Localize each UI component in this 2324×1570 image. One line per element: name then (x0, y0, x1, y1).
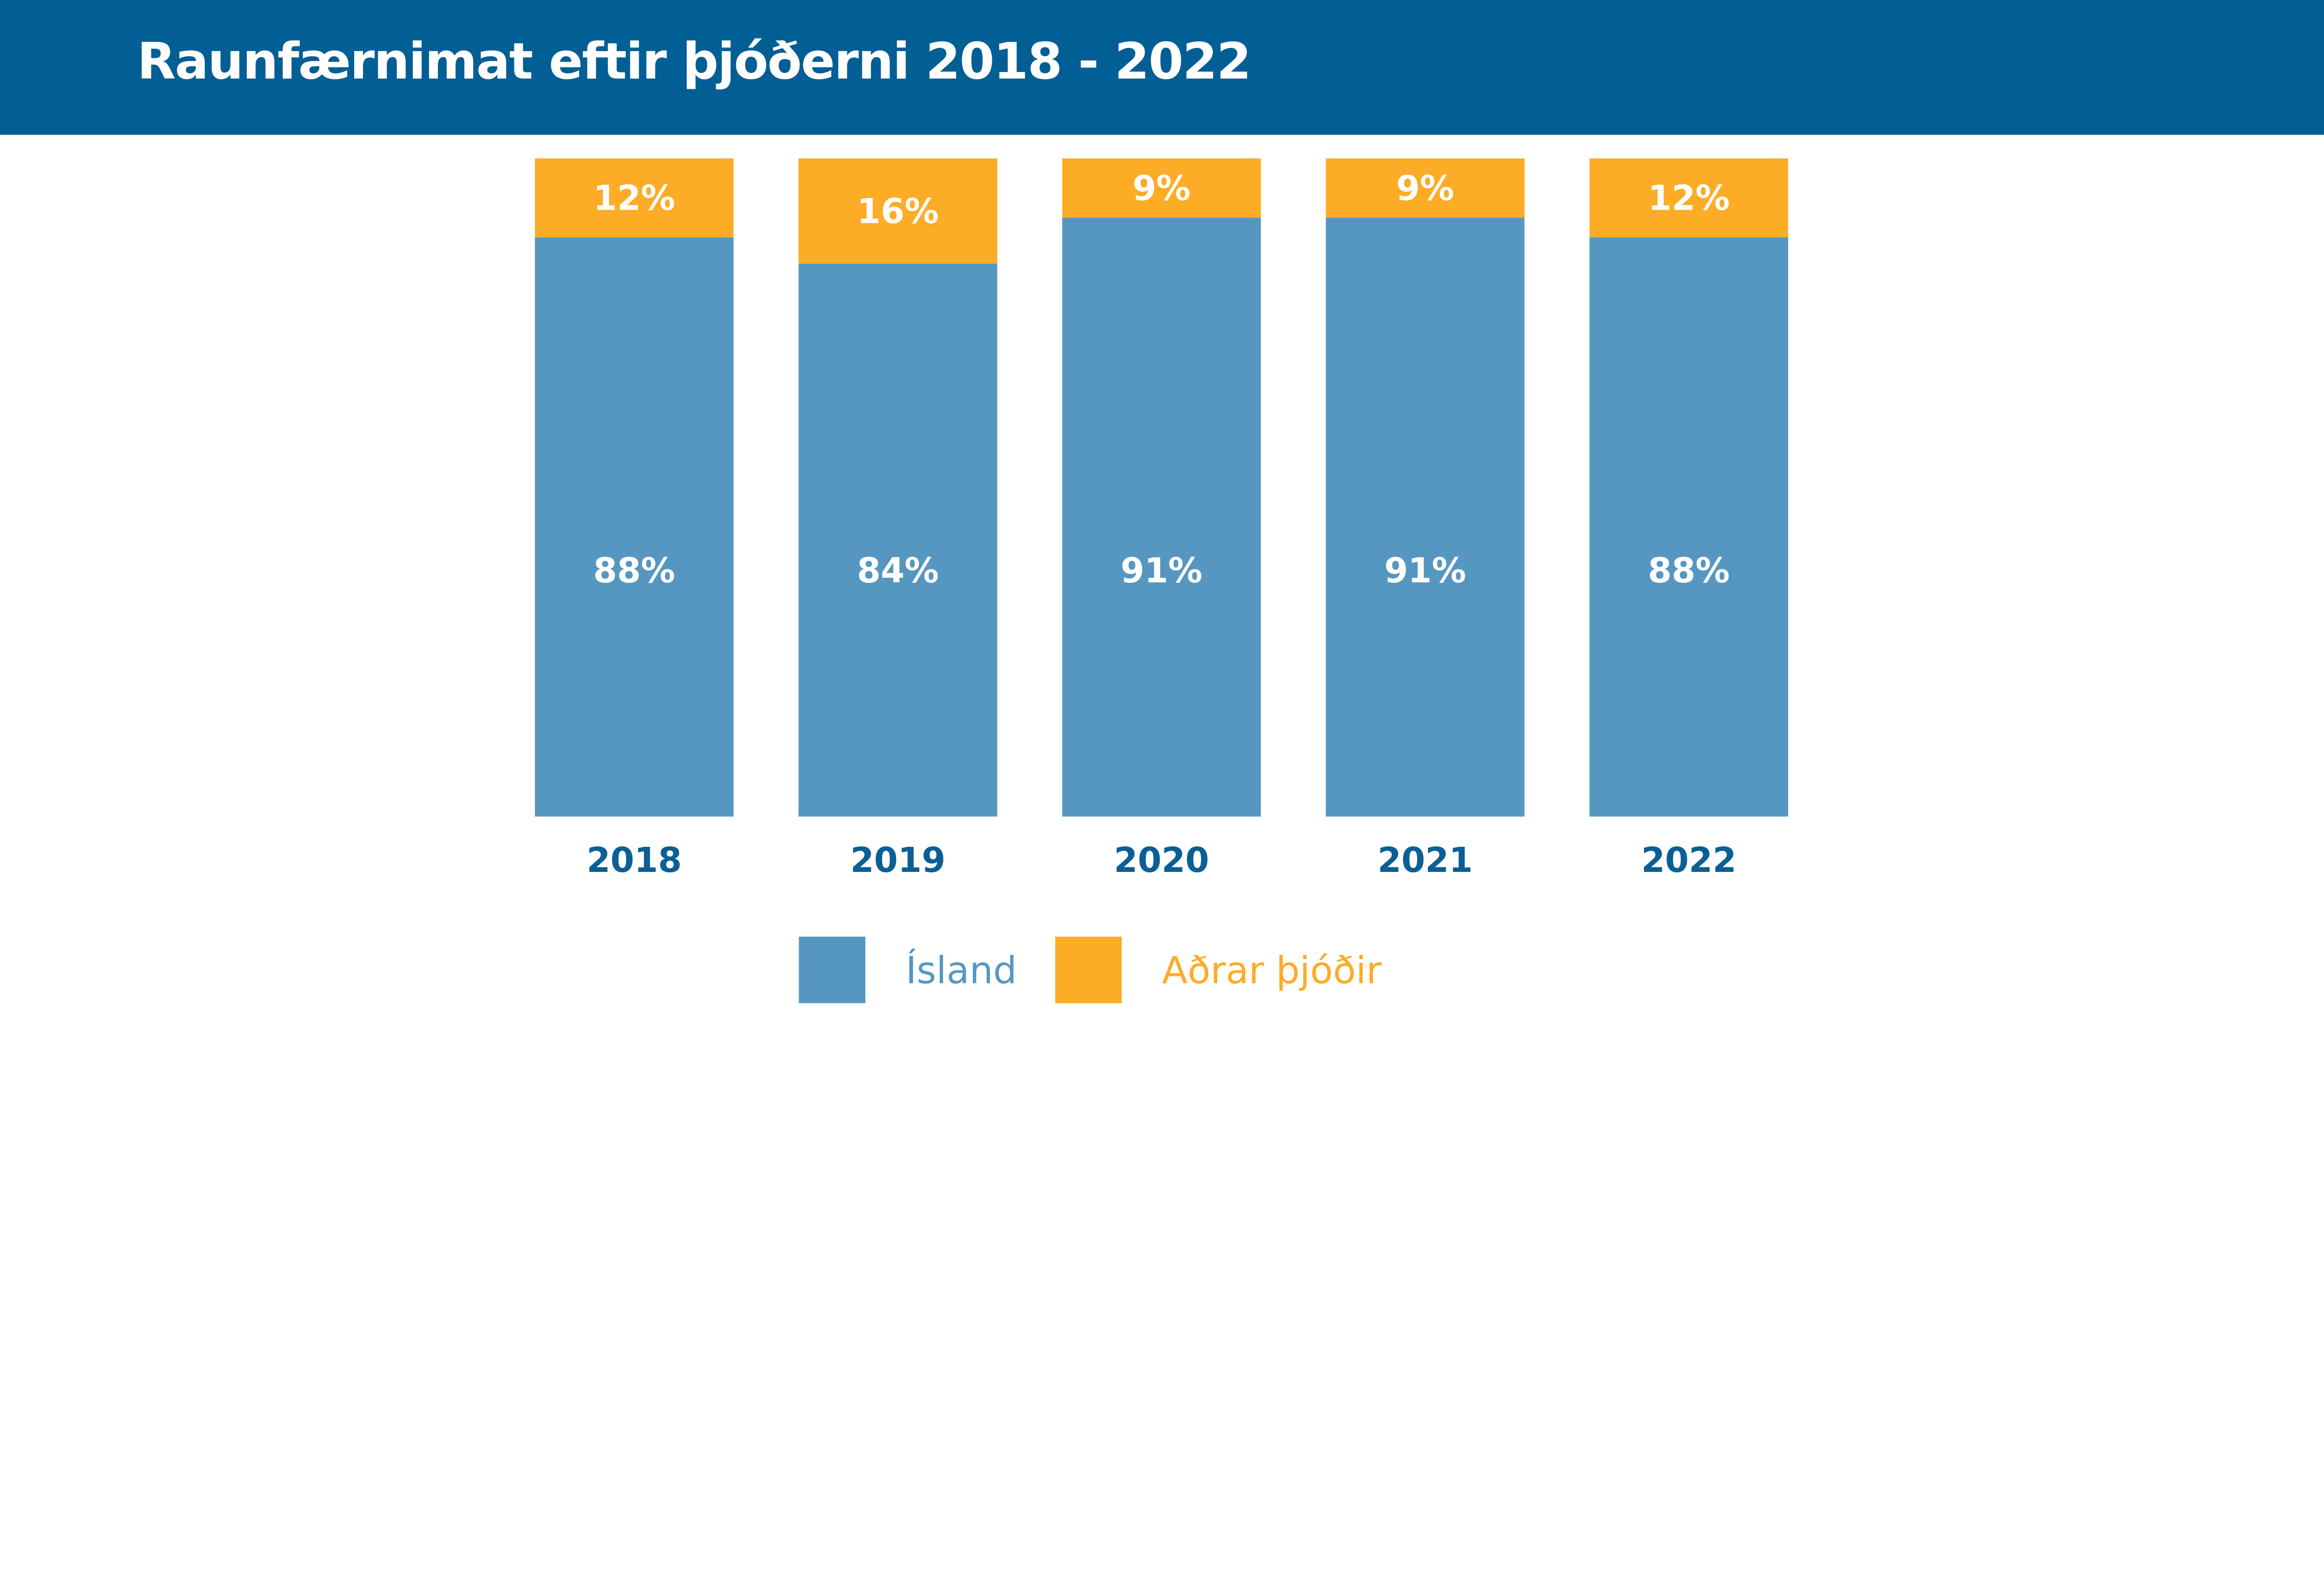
data-label-adrar-thjodir: 12% (1648, 179, 1730, 218)
bar-segment-island (1062, 218, 1261, 817)
data-label-adrar-thjodir: 9% (1132, 169, 1190, 209)
legend-label-island: Ísland (905, 948, 1017, 992)
legend-swatch-adrar-thjodir (1055, 937, 1122, 1003)
legend-label-adrar-thjodir: Aðrar þjóðir (1162, 948, 1382, 992)
data-label-adrar-thjodir: 16% (857, 192, 939, 231)
bar-segment-adrar-thjodir (1326, 158, 1525, 218)
bar-segment-island (1326, 218, 1525, 817)
x-tick-label: 2018 (587, 841, 682, 880)
data-label-island: 88% (593, 551, 675, 591)
x-tick-label: 2019 (850, 841, 945, 880)
chart-area: 12% 88% 2018 16% 84% 2019 9% 91% 2020 9% 91% 2021 12… (535, 158, 1789, 1003)
bar-segment-adrar-thjodir (1589, 158, 1789, 237)
x-tick-label: 2020 (1114, 841, 1209, 880)
x-tick-label: 2021 (1378, 841, 1473, 880)
bar-segment-adrar-thjodir (535, 158, 734, 237)
data-label-island: 88% (1648, 551, 1730, 591)
data-label-island: 91% (1384, 551, 1466, 591)
bar-segment-adrar-thjodir (799, 158, 997, 264)
stacked-bar-chart: 12% 88% 2018 16% 84% 2019 9% 91% 2020 9% 91% 2021 12… (535, 158, 1789, 1003)
data-label-adrar-thjodir: 9% (1396, 169, 1454, 209)
data-label-island: 91% (1121, 551, 1202, 591)
data-label-island: 84% (857, 551, 939, 591)
data-label-adrar-thjodir: 12% (593, 179, 675, 218)
bar-segment-island (1589, 237, 1789, 817)
bar-segment-island (535, 237, 734, 817)
title-bar: Raunfærnimat eftir þjóðerni 2018 - 2022 (0, 0, 2324, 135)
chart-title: Raunfærnimat eftir þjóðerni 2018 - 2022 (137, 33, 1251, 91)
bar-segment-island (799, 264, 997, 817)
legend-swatch-island (799, 937, 865, 1003)
bar-segment-adrar-thjodir (1062, 158, 1261, 218)
x-tick-label: 2022 (1641, 841, 1736, 880)
